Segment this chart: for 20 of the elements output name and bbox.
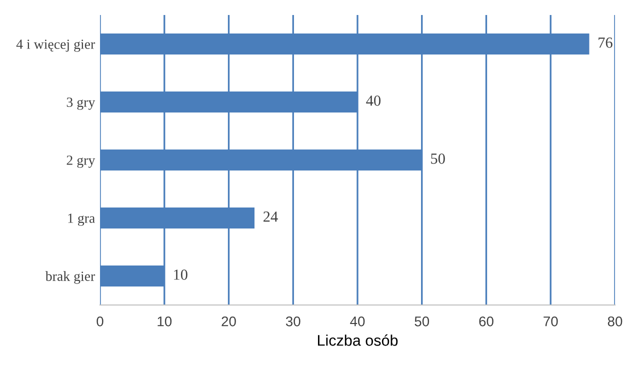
x-tick-label: 60	[479, 316, 494, 326]
data-label: 50	[431, 154, 445, 164]
x-tick-label: 80	[608, 316, 622, 326]
x-tick-label: 40	[350, 316, 365, 326]
x-tick-label: 50	[414, 316, 430, 326]
x-tick-label: 10	[158, 316, 172, 326]
y-tick-label: brak gier	[45, 271, 96, 284]
data-label: 76	[598, 38, 612, 48]
x-tick-label: 20	[222, 316, 236, 326]
y-tick-label: 1 gra	[68, 214, 95, 226]
data-label: 10	[174, 270, 188, 280]
x-axis-title: Liczba osób	[318, 334, 398, 346]
data-label: 24	[264, 212, 278, 222]
x-tick-label: 30	[286, 316, 300, 326]
y-tick-label: 2 gry	[66, 156, 96, 168]
y-tick-label: 3 gry	[66, 98, 96, 110]
y-tick-label: 4 i więcej gier	[16, 40, 96, 52]
x-tick-label: 0	[96, 316, 104, 326]
x-tick-label: 70	[544, 316, 558, 326]
data-label: 40	[366, 96, 381, 106]
